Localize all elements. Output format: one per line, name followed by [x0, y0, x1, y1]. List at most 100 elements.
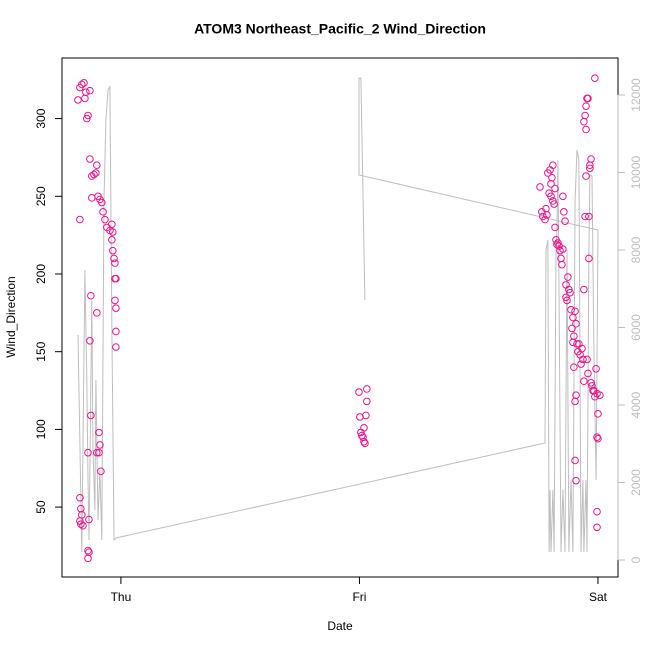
- point: [596, 391, 604, 399]
- point: [571, 307, 579, 316]
- point: [569, 313, 577, 322]
- point: [99, 208, 107, 216]
- point: [584, 94, 592, 103]
- point: [593, 433, 601, 441]
- point: [363, 397, 371, 406]
- point: [585, 254, 593, 263]
- plot-frame: [61, 57, 619, 578]
- point: [549, 161, 557, 170]
- point: [112, 327, 120, 336]
- point: [558, 260, 566, 269]
- point: [109, 228, 117, 236]
- point: [93, 448, 101, 457]
- point: [586, 164, 594, 173]
- point: [543, 211, 551, 219]
- point: [572, 319, 580, 328]
- point: [573, 340, 581, 348]
- y-tick-label: 200: [34, 264, 48, 284]
- point: [559, 192, 567, 201]
- point: [93, 309, 101, 317]
- point: [111, 259, 119, 267]
- y-tick-label: 250: [34, 186, 48, 206]
- x-tick-label: Fri: [352, 590, 366, 604]
- point: [550, 200, 558, 208]
- point: [74, 96, 82, 104]
- point: [581, 212, 589, 221]
- point: [95, 448, 103, 457]
- point: [101, 215, 109, 224]
- y2-tick-label: 2000: [629, 469, 643, 496]
- y-tick-label: 100: [34, 419, 48, 439]
- point: [580, 377, 588, 386]
- point: [95, 428, 103, 437]
- point: [583, 355, 591, 364]
- point: [591, 74, 599, 83]
- point: [577, 360, 585, 368]
- point: [87, 411, 95, 420]
- point: [584, 369, 592, 378]
- point: [571, 456, 579, 465]
- point: [76, 215, 84, 224]
- point: [76, 493, 84, 502]
- point: [85, 515, 93, 524]
- x-tick-label: Thu: [111, 590, 132, 604]
- point: [82, 88, 90, 96]
- point: [580, 285, 588, 294]
- point: [593, 507, 601, 516]
- point: [77, 80, 86, 89]
- point: [84, 546, 92, 555]
- point: [360, 424, 368, 432]
- point: [593, 523, 601, 532]
- point: [92, 169, 100, 177]
- point: [568, 324, 576, 333]
- point: [86, 86, 94, 95]
- x-axis-label: Date: [327, 619, 353, 633]
- point: [594, 434, 602, 443]
- point: [562, 293, 570, 302]
- point: [90, 170, 98, 179]
- point: [360, 438, 368, 446]
- y2-tick-label: 10000: [629, 155, 643, 189]
- point: [96, 441, 104, 449]
- point: [111, 296, 119, 305]
- y2-tick-label: 0: [629, 556, 643, 563]
- chart-title: ATOM3 Northeast_Pacific_2 Wind_Direction: [194, 21, 486, 37]
- y-tick-label: 150: [34, 341, 48, 361]
- point: [112, 274, 120, 283]
- point: [563, 296, 571, 305]
- point: [112, 343, 120, 351]
- point: [355, 388, 363, 396]
- point: [560, 208, 568, 216]
- point: [84, 448, 92, 457]
- y2-tick-label: 8000: [629, 236, 643, 263]
- point: [108, 220, 116, 229]
- point: [79, 521, 87, 530]
- point: [559, 245, 567, 253]
- point: [88, 194, 96, 202]
- point: [581, 111, 589, 120]
- point: [566, 288, 574, 297]
- point: [594, 410, 602, 418]
- point: [97, 467, 105, 476]
- point: [585, 212, 593, 221]
- point: [108, 236, 116, 244]
- point: [561, 217, 569, 225]
- y-tick-label: 50: [34, 500, 48, 514]
- point: [363, 385, 371, 393]
- depth-line: [77, 77, 599, 553]
- point: [81, 94, 89, 103]
- point: [553, 240, 561, 249]
- point: [588, 382, 596, 390]
- point: [98, 198, 106, 207]
- point: [572, 476, 580, 485]
- point: [567, 305, 575, 314]
- point: [570, 363, 578, 372]
- point: [592, 364, 600, 373]
- point: [86, 155, 94, 163]
- point: [80, 79, 88, 87]
- point: [569, 338, 577, 347]
- y2-tick-label: 4000: [629, 391, 643, 418]
- point: [582, 102, 590, 110]
- point: [536, 183, 544, 191]
